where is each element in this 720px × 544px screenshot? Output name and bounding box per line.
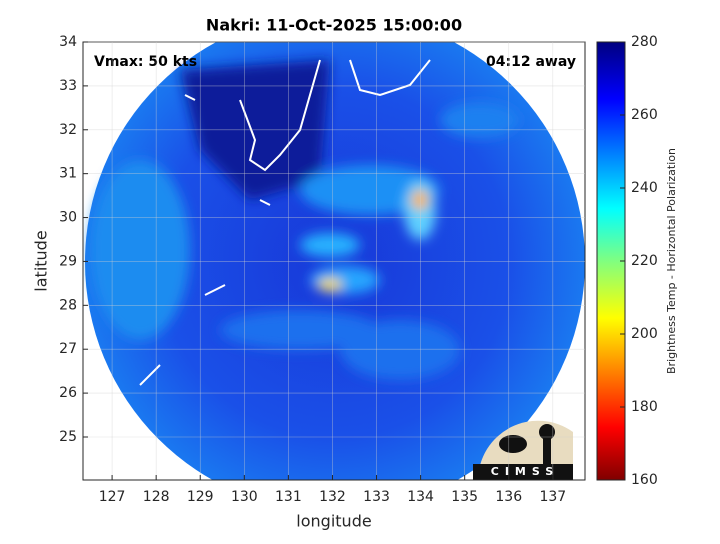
y-axis-label: latitude <box>32 230 51 291</box>
x-tick-label: 132 <box>319 489 346 505</box>
y-tick-label: 25 <box>59 429 77 445</box>
colorbar-tick-label: 160 <box>631 472 658 488</box>
y-tick-label: 33 <box>59 78 77 94</box>
x-tick-label: 137 <box>539 489 566 505</box>
x-tick-label: 135 <box>451 489 478 505</box>
y-tick-label: 28 <box>59 297 77 313</box>
cimss-logo: CIMSS <box>473 420 573 480</box>
colorbar-tick-label: 180 <box>631 399 658 415</box>
y-tick-label: 30 <box>59 210 77 226</box>
x-tick-label: 133 <box>363 489 390 505</box>
y-tick-label: 27 <box>59 341 77 357</box>
colorbar-tick-label: 280 <box>631 34 658 50</box>
y-tick-label: 34 <box>59 34 77 50</box>
x-tick-label: 130 <box>231 489 258 505</box>
chart-title: Nakri: 11-Oct-2025 15:00:00 <box>206 16 462 35</box>
y-tick-label: 31 <box>59 166 77 182</box>
colorbar-tick-label: 240 <box>631 180 658 196</box>
x-tick-label: 134 <box>407 489 434 505</box>
x-tick-label: 129 <box>187 489 214 505</box>
x-tick-label: 127 <box>99 489 126 505</box>
y-tick-label: 32 <box>59 122 77 138</box>
annotation: Vmax: 50 kts <box>94 54 197 70</box>
colorbar-label: Brightness Temp - Horizontal Polarizatio… <box>665 148 678 374</box>
annotation: 04:12 away <box>486 54 576 70</box>
x-axis-label: longitude <box>296 512 371 531</box>
colorbar-tick-label: 260 <box>631 107 658 123</box>
x-tick-label: 136 <box>495 489 522 505</box>
x-tick-label: 128 <box>143 489 170 505</box>
y-tick-label: 29 <box>59 253 77 269</box>
x-tick-label: 131 <box>275 489 302 505</box>
satellite-image <box>85 42 585 480</box>
logo-text: CIMSS <box>491 465 559 478</box>
colorbar-tick-label: 200 <box>631 326 658 342</box>
y-tick-label: 26 <box>59 385 77 401</box>
colorbar-tick-label: 220 <box>631 253 658 269</box>
